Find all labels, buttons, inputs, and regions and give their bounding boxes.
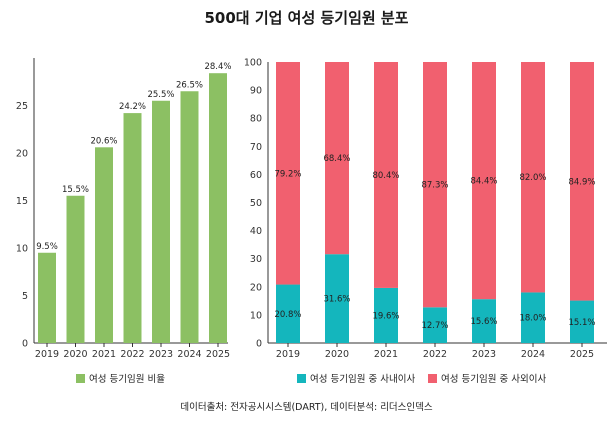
data-label-outside: 68.4%: [323, 154, 350, 164]
x-tick-label: 2020: [325, 349, 349, 360]
y-tick-label: 70: [250, 142, 262, 153]
data-label-outside: 84.9%: [568, 177, 595, 187]
y-tick-label: 0: [22, 339, 28, 350]
y-tick-label: 100: [244, 58, 262, 69]
x-tick-label: 2022: [423, 349, 447, 360]
legend-swatch-ratio: [76, 374, 85, 383]
bar: [152, 100, 170, 343]
data-label: 15.5%: [62, 185, 89, 195]
x-tick-label: 2024: [177, 349, 201, 360]
y-tick-label: 15: [16, 196, 28, 207]
data-label-outside: 84.4%: [470, 177, 497, 187]
data-label-outside: 82.0%: [519, 173, 546, 183]
data-label-inside: 15.6%: [470, 317, 497, 327]
y-tick-label: 20: [16, 149, 28, 160]
bar-inside-director: [472, 299, 496, 343]
x-tick-label: 2025: [206, 349, 230, 360]
bar-outside-director: [276, 62, 300, 285]
bar: [38, 252, 56, 343]
x-tick-label: 2022: [120, 349, 144, 360]
y-tick-label: 10: [250, 310, 262, 321]
y-tick-label: 25: [16, 101, 28, 112]
legend-label-inside-director: 여성 등기임원 중 사내이사: [310, 373, 415, 385]
bar: [209, 73, 227, 343]
data-label-outside: 80.4%: [372, 171, 399, 181]
y-tick-label: 50: [250, 198, 262, 209]
legend-swatch-outside-director: [428, 374, 437, 383]
bar-outside-director: [472, 62, 496, 300]
x-tick-label: 2019: [35, 349, 59, 360]
data-label: 28.4%: [204, 62, 231, 72]
data-label-inside: 18.0%: [519, 314, 546, 324]
x-tick-label: 2019: [276, 349, 300, 360]
right-stacked-bar-chart: 0 10 20 30 40 50 60 70 80 90 100 20.8% 79.2% 2019 31.6…: [244, 58, 607, 385]
y-tick-label: 20: [250, 282, 262, 293]
data-label-inside: 15.1%: [568, 318, 595, 328]
bar: [66, 195, 85, 343]
data-label-outside: 79.2%: [274, 169, 301, 179]
bar-outside-director: [325, 62, 349, 255]
x-tick-label: 2023: [472, 349, 496, 360]
y-tick-label: 60: [250, 170, 262, 181]
bar-inside-director: [423, 307, 447, 343]
x-tick-label: 2025: [570, 349, 594, 360]
bar-outside-director: [423, 62, 447, 308]
y-tick-label: 90: [250, 86, 262, 97]
data-label: 24.2%: [119, 102, 146, 112]
bar-outside-director: [374, 62, 398, 288]
data-label: 20.6%: [90, 136, 117, 146]
data-label-inside: 20.8%: [274, 310, 301, 320]
x-tick-label: 2024: [521, 349, 545, 360]
data-label: 9.5%: [36, 242, 58, 252]
left-bar-chart: 05101520259.5%201915.5%202020.6%202124.2…: [16, 58, 232, 385]
legend-label-outside-director: 여성 등기임원 중 사외이사: [441, 373, 546, 385]
legend-label-ratio: 여성 등기임원 비율: [89, 373, 165, 385]
bar-inside-director: [570, 300, 594, 343]
bar: [95, 147, 113, 343]
y-tick-label: 30: [250, 254, 262, 265]
data-label-inside: 31.6%: [323, 295, 350, 305]
legend-swatch-inside-director: [297, 374, 306, 383]
bar: [180, 91, 199, 343]
source-note: 데이터출처: 전자공시시스템(DART), 데이터분석: 리더스인덱스: [180, 402, 433, 413]
x-tick-label: 2021: [374, 349, 398, 360]
bar-inside-director: [521, 292, 545, 343]
data-label-inside: 12.7%: [421, 321, 448, 331]
y-tick-label: 80: [250, 114, 262, 125]
chart-title: 500대 기업 여성 등기임원 분포: [204, 9, 409, 27]
y-tick-label: 40: [250, 226, 262, 237]
y-tick-label: 5: [22, 291, 28, 302]
bar-inside-director: [325, 254, 349, 343]
y-tick-label: 10: [16, 244, 28, 255]
y-tick-label: 0: [256, 339, 262, 350]
data-label: 25.5%: [147, 90, 174, 100]
data-label: 26.5%: [176, 80, 203, 90]
bar-inside-director: [276, 284, 300, 343]
bar-outside-director: [570, 62, 594, 301]
x-tick-label: 2023: [149, 349, 173, 360]
x-tick-label: 2021: [92, 349, 116, 360]
bar: [123, 113, 142, 343]
bar-outside-director: [521, 62, 545, 293]
data-label-outside: 87.3%: [421, 181, 448, 191]
data-label-inside: 19.6%: [372, 311, 399, 321]
x-tick-label: 2020: [63, 349, 87, 360]
bar-inside-director: [374, 287, 398, 343]
